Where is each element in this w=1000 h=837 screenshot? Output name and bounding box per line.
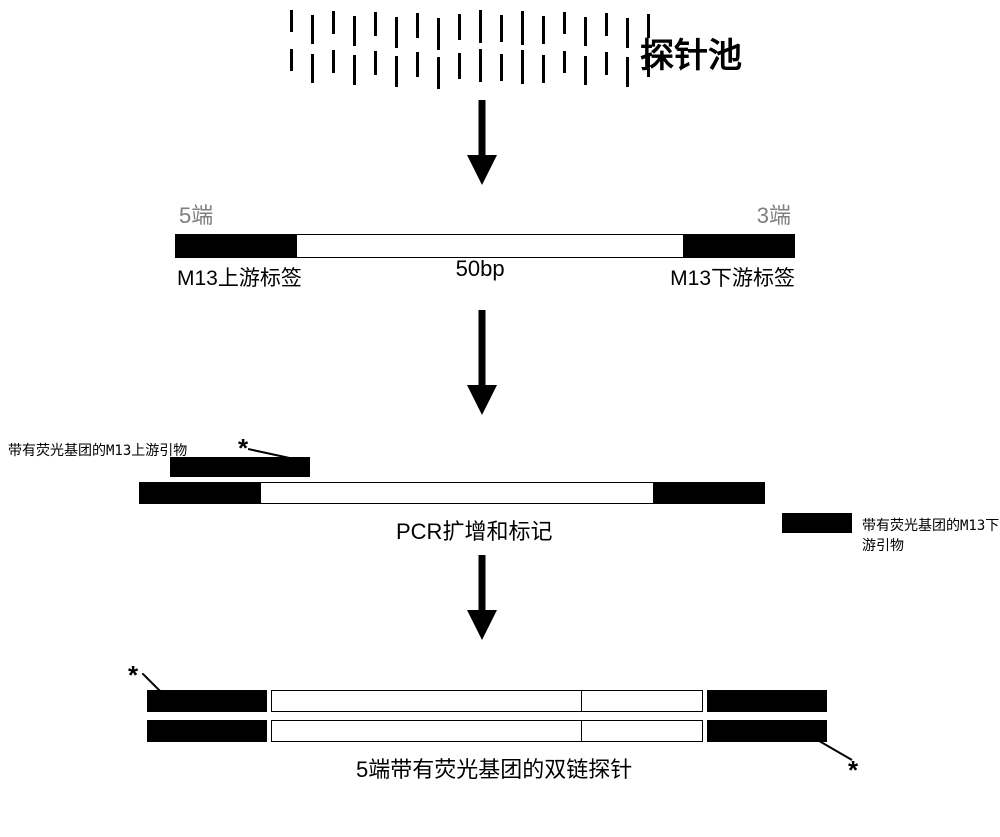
probe-tick (353, 16, 356, 46)
stage2-caption: PCR扩增和标记 (396, 514, 552, 546)
probe-tick (584, 56, 587, 85)
probe-tick (605, 13, 608, 36)
probe-tick (563, 12, 566, 34)
stage1-mid-label: 50bp (456, 256, 505, 282)
stage3-top-left-seg (147, 690, 267, 712)
stage3-top-mid-seg (271, 690, 703, 712)
probe-tick (584, 17, 587, 46)
probe-tick (458, 14, 461, 40)
stage1-probe-seg (296, 235, 684, 257)
probe-tick (626, 57, 629, 87)
lower-primer-bar (782, 513, 852, 533)
probe-tick (311, 15, 314, 44)
asterisk-icon: * (128, 660, 138, 691)
stage2-left-seg (140, 483, 260, 503)
stage2-right-seg (654, 483, 764, 503)
end5-label: 5端 (179, 198, 213, 230)
end3-label: 3端 (757, 198, 791, 230)
probe-tick (311, 54, 314, 83)
probe-row-1 (290, 10, 664, 45)
upper-primer-bar (170, 457, 310, 477)
probe-tick (395, 17, 398, 48)
probe-tick (290, 49, 293, 71)
stage1-end-labels: 5端 3端 (175, 198, 795, 234)
stage3-bar-bottom (147, 720, 827, 742)
probe-tick (332, 50, 335, 73)
probe-tick (437, 57, 440, 89)
diagram-root: 探针池 5端 3端 M13上游标签 M13下游标签 50bp 带 (0, 0, 1000, 837)
probe-tick (626, 18, 629, 48)
stage3-caption: 5端带有荧光基团的双链探针 (356, 752, 632, 784)
probe-tick (437, 18, 440, 50)
arrow-1 (462, 100, 502, 185)
asterisk-icon: * (848, 755, 858, 786)
probe-tick (332, 11, 335, 34)
upper-primer-label: 带有荧光基团的M13上游引物 (8, 440, 187, 460)
probe-tick (542, 55, 545, 83)
probe-pool-label: 探针池 (640, 28, 742, 77)
probe-tick (479, 10, 482, 43)
stage1-bar (175, 234, 795, 258)
stage3-bot-right-seg (707, 720, 827, 742)
probe-tick (416, 52, 419, 77)
downstream-tag-label: M13下游标签 (670, 262, 795, 292)
probe-tick (542, 16, 545, 44)
probe-tick (374, 12, 377, 36)
probe-tick (353, 55, 356, 85)
stage3-bar-top (147, 690, 827, 712)
probe-tick (521, 50, 524, 84)
probe-tick (290, 10, 293, 32)
probe-tick (458, 53, 461, 79)
arrow-3 (462, 555, 502, 640)
stage1-upstream-tag-seg (176, 235, 296, 257)
stage3-bot-left-seg (147, 720, 267, 742)
probe-tick (500, 54, 503, 81)
probe-tick (374, 51, 377, 75)
lower-primer-label: 带有荧光基团的M13下游引物 (862, 515, 1000, 555)
stage1-tagged-probe: 5端 3端 M13上游标签 M13下游标签 50bp (175, 198, 795, 292)
probe-tick (521, 11, 524, 45)
probe-tick (563, 51, 566, 73)
probe-tick (500, 15, 503, 42)
probe-pool (290, 10, 664, 84)
stage1-downstream-tag-seg (684, 235, 794, 257)
upstream-tag-label: M13上游标签 (177, 262, 302, 292)
stage2-main-bar (139, 482, 765, 504)
probe-tick (416, 13, 419, 38)
stage3-top-right-seg (707, 690, 827, 712)
probe-row-2 (290, 49, 664, 84)
probe-tick (605, 52, 608, 75)
probe-tick (395, 56, 398, 87)
stage3-bot-mid-seg (271, 720, 703, 742)
probe-tick (479, 49, 482, 82)
arrow-2 (462, 310, 502, 415)
stage2-mid-seg (260, 483, 654, 503)
